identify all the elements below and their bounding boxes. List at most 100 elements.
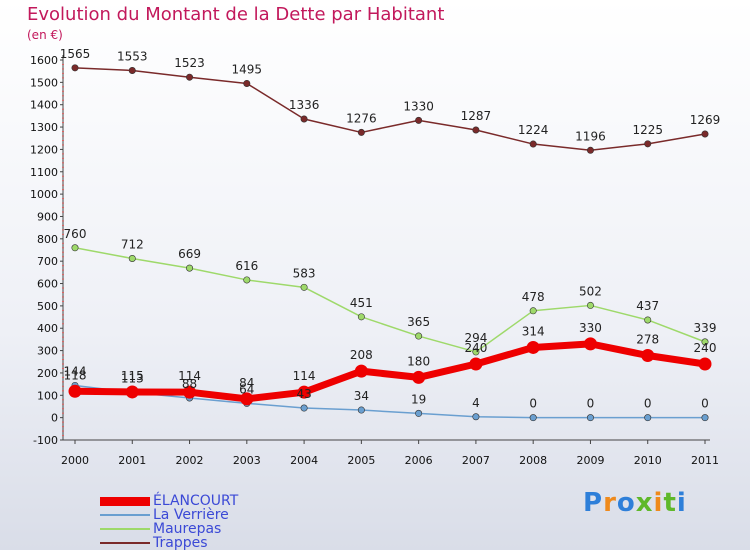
- series-lines: [68, 64, 712, 422]
- data-label-la-verri-re: 19: [411, 392, 426, 406]
- data-label-trappes: 1553: [117, 50, 148, 64]
- x-tick-label: 2005: [347, 454, 375, 467]
- axes: -100010020030040050060070080090010001100…: [30, 54, 719, 467]
- data-point-la-verri-re: [300, 404, 308, 412]
- data-point-maurepas: [71, 244, 79, 252]
- data-label-maurepas: 583: [293, 266, 316, 280]
- data-point-trappes: [128, 67, 136, 75]
- series-line-la-verri-re: [74, 384, 705, 419]
- data-point-maurepas: [644, 316, 652, 324]
- y-tick-label: 1200: [30, 143, 58, 156]
- data-label-la-verri-re: 0: [529, 397, 537, 411]
- series-line-trappes: [74, 67, 706, 152]
- y-tick-label: 200: [37, 367, 58, 380]
- y-tick-label: 1600: [30, 54, 58, 67]
- data-point--lancourt: [526, 340, 540, 354]
- data-label--lancourt: 330: [579, 321, 602, 335]
- data-label-la-verri-re: 34: [354, 389, 369, 403]
- legend-label-la-verri-re: La Verrière: [153, 507, 229, 523]
- data-label-la-verri-re: 0: [701, 397, 709, 411]
- chart-title: Evolution du Montant de la Dette par Hab…: [27, 4, 445, 25]
- data-label-la-verri-re: 88: [182, 377, 197, 391]
- data-point-maurepas: [472, 348, 480, 356]
- data-label--lancourt: 314: [522, 324, 545, 338]
- data-label-maurepas: 294: [464, 331, 487, 345]
- x-tick-label: 2000: [61, 454, 89, 467]
- data-point-trappes: [300, 115, 308, 123]
- data-label-la-verri-re: 4: [472, 396, 480, 410]
- x-tick-label: 2003: [233, 454, 261, 467]
- legend-label-trappes: Trappes: [153, 535, 208, 551]
- y-tick-label: 1300: [30, 121, 58, 134]
- data-label--lancourt: 115: [121, 369, 144, 383]
- data-point-trappes: [472, 126, 480, 134]
- data-point--lancourt: [354, 364, 368, 378]
- data-point-la-verri-re: [472, 413, 480, 421]
- series-line--lancourt: [74, 340, 706, 403]
- data-point-maurepas: [300, 283, 308, 291]
- data-label-trappes: 1565: [60, 47, 91, 61]
- data-label-maurepas: 616: [235, 259, 258, 273]
- data-point-trappes: [71, 64, 79, 72]
- data-label--lancourt: 240: [464, 341, 487, 355]
- x-tick-label: 2008: [519, 454, 547, 467]
- y-tick-label: 600: [37, 278, 58, 291]
- data-point--lancourt: [469, 357, 483, 371]
- data-point-maurepas: [415, 332, 423, 340]
- y-tick-label: 1100: [30, 166, 58, 179]
- data-label-maurepas: 712: [121, 237, 144, 251]
- y-tick-label: 1400: [30, 99, 58, 112]
- data-point--lancourt: [412, 370, 426, 384]
- logo-letter: t: [663, 488, 677, 518]
- logo-letter: P: [583, 488, 604, 518]
- data-label--lancourt: 118: [64, 368, 87, 382]
- data-label--lancourt: 278: [636, 333, 659, 347]
- data-label-maurepas: 669: [178, 247, 201, 261]
- data-label-la-verri-re: 144: [64, 364, 87, 378]
- data-point--lancourt: [125, 385, 139, 399]
- data-label--lancourt: 180: [407, 354, 430, 368]
- y-tick-label: 0: [51, 412, 58, 425]
- data-label-maurepas: 365: [407, 315, 430, 329]
- y-tick-label: 700: [37, 255, 58, 268]
- data-point-maurepas: [128, 254, 136, 262]
- data-point-la-verri-re: [701, 414, 709, 422]
- y-tick-label: 100: [37, 389, 58, 402]
- data-point-trappes: [357, 128, 365, 136]
- data-label-maurepas: 502: [579, 284, 602, 298]
- data-point-trappes: [644, 140, 652, 148]
- data-label--lancourt: 114: [293, 369, 316, 383]
- data-label-maurepas: 451: [350, 296, 373, 310]
- y-tick-label: 1500: [30, 76, 58, 89]
- data-point-maurepas: [529, 307, 537, 315]
- data-point-la-verri-re: [644, 414, 652, 422]
- logo-letter: o: [616, 488, 636, 518]
- data-label-trappes: 1336: [289, 98, 320, 112]
- data-label-la-verri-re: 113: [121, 371, 144, 385]
- data-point--lancourt: [641, 349, 655, 363]
- y-tick-label: 900: [37, 210, 58, 223]
- x-tick-label: 2011: [691, 454, 719, 467]
- y-axis-unit: (en €): [27, 28, 63, 42]
- series-line-maurepas: [74, 247, 706, 353]
- data-label-trappes: 1196: [575, 129, 606, 143]
- data-point--lancourt: [183, 385, 197, 399]
- data-point--lancourt: [583, 337, 597, 351]
- data-point-maurepas: [586, 301, 594, 309]
- data-label--lancourt: 240: [694, 341, 717, 355]
- data-point-trappes: [415, 116, 423, 124]
- y-tick-label: 500: [37, 300, 58, 313]
- data-point--lancourt: [240, 392, 254, 406]
- data-label-trappes: 1523: [174, 56, 205, 70]
- data-point-trappes: [186, 73, 194, 81]
- data-point-trappes: [701, 130, 709, 138]
- data-point-la-verri-re: [357, 406, 365, 414]
- data-label-la-verri-re: 64: [239, 382, 254, 396]
- data-point-maurepas: [701, 338, 709, 346]
- x-tick-label: 2001: [118, 454, 146, 467]
- y-tick-label: 300: [37, 345, 58, 358]
- x-tick-label: 2004: [290, 454, 318, 467]
- data-label-maurepas: 437: [636, 299, 659, 313]
- legend-label-maurepas: Maurepas: [153, 521, 222, 537]
